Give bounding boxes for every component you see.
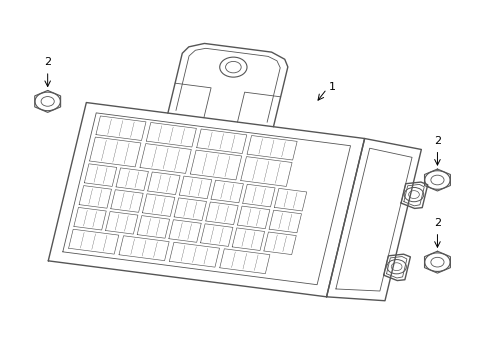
Text: 2: 2 (434, 218, 441, 228)
Text: 1: 1 (329, 82, 336, 92)
Text: 2: 2 (44, 57, 51, 67)
Text: 2: 2 (434, 136, 441, 146)
